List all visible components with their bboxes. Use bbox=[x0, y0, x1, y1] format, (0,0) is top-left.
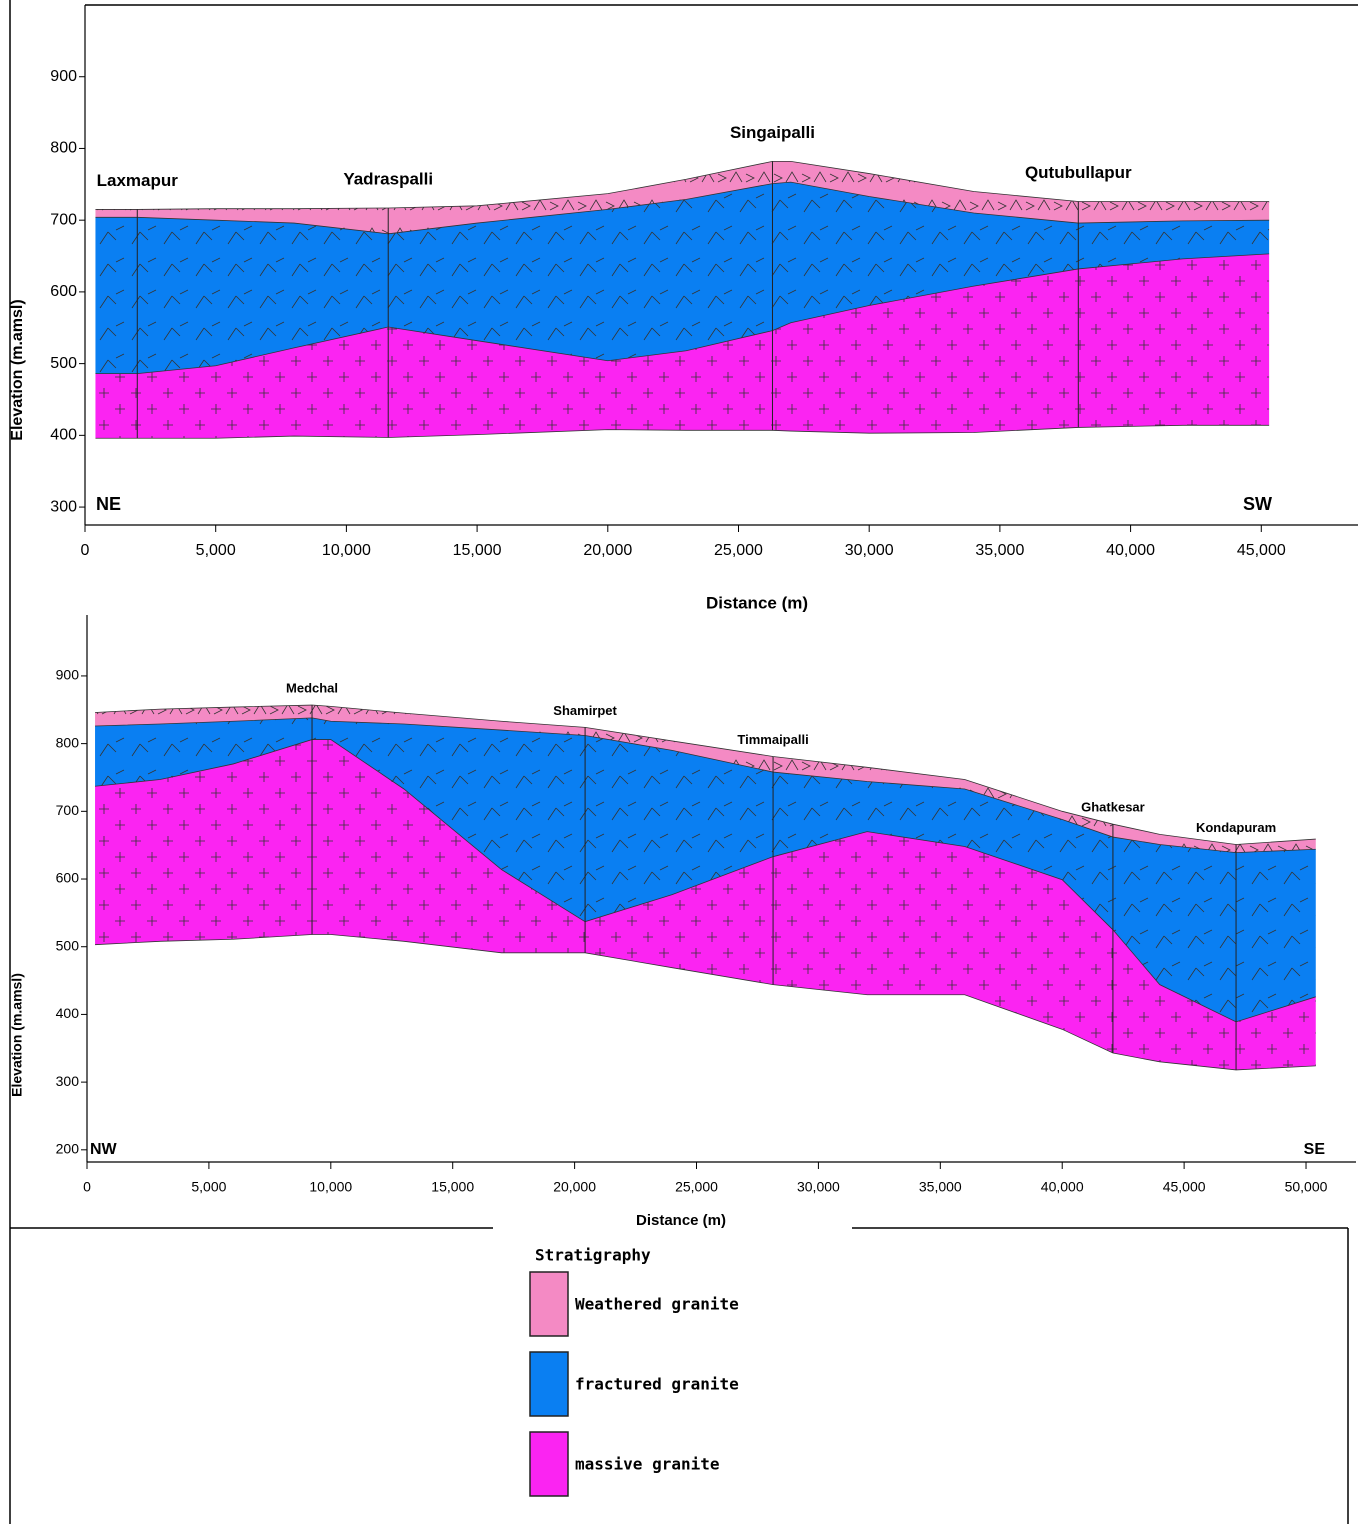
well-label: Singaipalli bbox=[730, 123, 815, 142]
y-tick-label: 500 bbox=[56, 937, 80, 953]
x-tick-label: 20,000 bbox=[583, 542, 632, 559]
x-tick-label: 0 bbox=[83, 1179, 91, 1195]
y-tick-label: 600 bbox=[50, 283, 77, 300]
x-tick-label: 25,000 bbox=[675, 1179, 718, 1195]
corner-label: SE bbox=[1304, 1141, 1326, 1158]
x-tick-label: 10,000 bbox=[309, 1179, 352, 1195]
x-tick-label: 45,000 bbox=[1237, 542, 1286, 559]
legend-title: Stratigraphy bbox=[535, 1246, 651, 1265]
x-tick-label: 45,000 bbox=[1163, 1179, 1206, 1195]
well-label: Kondapuram bbox=[1196, 820, 1276, 835]
x-tick-label: 35,000 bbox=[975, 542, 1024, 559]
x-tick-label: 5,000 bbox=[191, 1179, 226, 1195]
x-tick-label: 30,000 bbox=[797, 1179, 840, 1195]
x-tick-label: 25,000 bbox=[714, 542, 763, 559]
y-axis-label: Elevation (m.amsl) bbox=[9, 299, 26, 440]
y-tick-label: 700 bbox=[50, 211, 77, 228]
well-label: Ghatkesar bbox=[1081, 800, 1145, 815]
x-tick-label: 0 bbox=[81, 542, 90, 559]
x-tick-label: 15,000 bbox=[453, 542, 502, 559]
y-tick-label: 800 bbox=[50, 140, 77, 157]
cross-section: Medchal Shamirpet Timmaipalli Ghatkesar Kond… bbox=[9, 615, 1356, 1229]
corner-label: NE bbox=[96, 494, 121, 514]
y-tick-label: 500 bbox=[50, 355, 77, 372]
well-label: Shamirpet bbox=[553, 703, 617, 718]
y-tick-label: 900 bbox=[56, 667, 80, 683]
y-tick-label: 400 bbox=[50, 427, 77, 444]
corner-label: SW bbox=[1243, 494, 1272, 514]
legend-label: fractured granite bbox=[575, 1375, 739, 1394]
x-tick-label: 40,000 bbox=[1041, 1179, 1084, 1195]
legend-label: massive granite bbox=[575, 1455, 720, 1474]
corner-label: NW bbox=[90, 1141, 118, 1158]
x-tick-label: 15,000 bbox=[431, 1179, 474, 1195]
well-label: Yadraspalli bbox=[343, 169, 433, 188]
well-label: Qutubullapur bbox=[1025, 163, 1132, 182]
x-tick-label: 10,000 bbox=[322, 542, 371, 559]
page: Stratigraphy Weathered granite fractured … bbox=[0, 0, 1365, 1524]
x-axis-label: Distance (m) bbox=[636, 1212, 726, 1229]
y-tick-label: 200 bbox=[56, 1141, 80, 1157]
x-tick-label: 35,000 bbox=[919, 1179, 962, 1195]
x-tick-label: 50,000 bbox=[1285, 1179, 1328, 1195]
y-tick-label: 900 bbox=[50, 68, 77, 85]
x-tick-label: 40,000 bbox=[1106, 542, 1155, 559]
y-tick-label: 700 bbox=[56, 802, 80, 818]
legend-swatch bbox=[530, 1432, 568, 1496]
legend-swatch bbox=[530, 1352, 568, 1416]
well-label: Timmaipalli bbox=[737, 732, 808, 747]
x-tick-label: 30,000 bbox=[845, 542, 894, 559]
well-label: Laxmapur bbox=[97, 171, 179, 190]
x-tick-label: 20,000 bbox=[553, 1179, 596, 1195]
legend-swatch bbox=[530, 1272, 568, 1336]
legend: Stratigraphy Weathered granite fractured … bbox=[530, 1246, 739, 1497]
y-tick-label: 300 bbox=[50, 498, 77, 515]
x-axis-label: Distance (m) bbox=[706, 593, 808, 612]
y-tick-label: 800 bbox=[56, 734, 80, 750]
legend-label: Weathered granite bbox=[575, 1295, 739, 1314]
cross-section: Laxmapur Yadraspalli Singaipalli Qutubullap… bbox=[9, 5, 1358, 612]
y-tick-label: 600 bbox=[56, 870, 80, 886]
x-tick-label: 5,000 bbox=[196, 542, 236, 559]
y-axis-label: Elevation (m.amsl) bbox=[9, 973, 25, 1097]
well-label: Medchal bbox=[286, 680, 338, 695]
y-tick-label: 400 bbox=[56, 1005, 80, 1021]
y-tick-label: 300 bbox=[56, 1073, 80, 1089]
